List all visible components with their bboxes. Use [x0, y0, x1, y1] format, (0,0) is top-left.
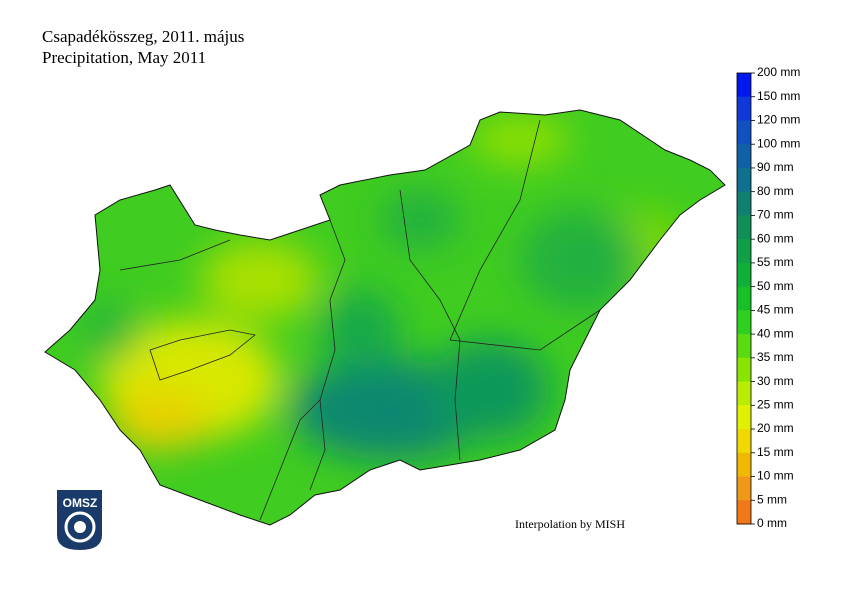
- color-swatch: [737, 357, 751, 383]
- color-swatch: [737, 96, 751, 121]
- legend-label: 0 mm: [757, 516, 787, 530]
- color-legend: 200 mm 150 mm 120 mm 100 mm 90 mm 80 mm 70 mm 6…: [736, 65, 800, 530]
- color-swatch: [737, 310, 751, 335]
- legend-label: 80 mm: [757, 184, 794, 198]
- color-swatch: [737, 262, 751, 288]
- color-swatch: [737, 239, 751, 264]
- map-subtitle: Precipitation, May 2011: [42, 48, 206, 67]
- legend-label: 150 mm: [757, 89, 800, 103]
- legend-label: 15 mm: [757, 445, 794, 459]
- legend-label: 90 mm: [757, 160, 794, 174]
- color-swatch: [737, 120, 751, 145]
- map-title: Csapadékösszeg, 2011. május: [42, 27, 244, 46]
- legend-label: 5 mm: [757, 492, 787, 506]
- legend-label: 70 mm: [757, 208, 794, 222]
- color-swatch: [737, 476, 751, 501]
- legend-label: 100 mm: [757, 136, 800, 150]
- legend-frame: [736, 72, 752, 525]
- color-swatch: [737, 500, 751, 525]
- legend-label: 25 mm: [757, 397, 794, 411]
- logo: OMSZ: [57, 490, 102, 550]
- legend-label: 55 mm: [757, 255, 794, 269]
- color-swatch: [737, 405, 751, 430]
- color-swatch: [737, 286, 751, 311]
- country-border: [44, 109, 726, 526]
- color-swatch: [737, 429, 751, 454]
- legend-label: 50 mm: [757, 279, 794, 293]
- legend-label: 120 mm: [757, 113, 800, 127]
- credit: Interpolation by MISH: [515, 517, 625, 531]
- logo-text: OMSZ: [63, 496, 98, 510]
- color-swatch: [737, 144, 751, 169]
- legend-label: 45 mm: [757, 303, 794, 317]
- legend-label: 60 mm: [757, 231, 794, 245]
- precipitation-map: [45, 110, 725, 525]
- legend-label: 20 mm: [757, 421, 794, 435]
- color-swatch: [737, 73, 751, 98]
- legend-label: 35 mm: [757, 350, 794, 364]
- color-swatch: [737, 191, 751, 216]
- legend-label: 10 mm: [757, 469, 794, 483]
- color-swatch: [737, 167, 751, 193]
- color-swatch: [737, 381, 751, 406]
- color-swatch: [737, 452, 751, 478]
- legend-label: 40 mm: [757, 326, 794, 340]
- color-swatch: [737, 334, 751, 359]
- legend-label: 200 mm: [757, 65, 800, 79]
- legend-label: 30 mm: [757, 374, 794, 388]
- color-swatch: [737, 215, 751, 240]
